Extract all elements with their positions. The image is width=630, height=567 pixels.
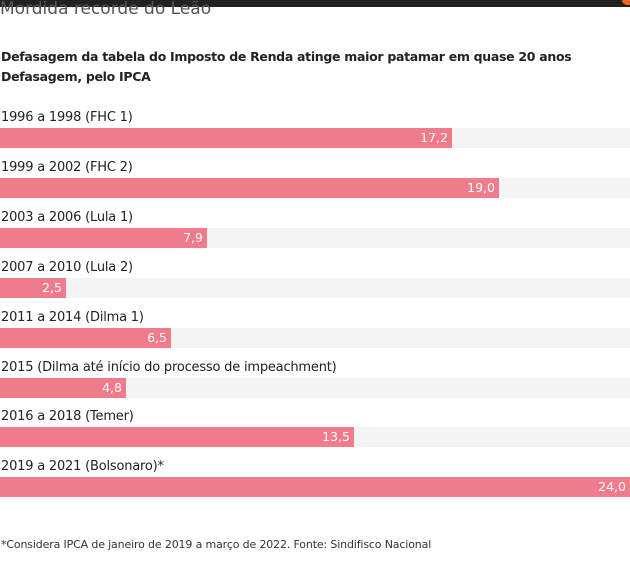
bar <box>0 427 354 448</box>
category-label: 2015 (Dilma até início do processo de im… <box>1 359 337 375</box>
category-label: 2019 a 2021 (Bolsonaro)* <box>1 459 164 475</box>
bar-value-label: 4,8 <box>102 379 122 395</box>
bar <box>0 377 126 398</box>
bar <box>0 477 630 498</box>
bar-row: 2019 a 2021 (Bolsonaro)* 24,0 <box>0 458 630 498</box>
chart-subtitle: Defasagem, pelo IPCA <box>1 69 151 84</box>
chart-footnote: *Considera IPCA de janeiro de 2019 a mar… <box>1 538 432 551</box>
bar-row: 2007 a 2010 (Lula 2) 2,5 <box>0 259 630 299</box>
bar-track: 7,9 <box>0 227 630 248</box>
bar-value-label: 19,0 <box>467 179 495 195</box>
top-bar <box>0 0 630 7</box>
chart-title: Defasagem da tabela do Imposto de Renda … <box>1 49 572 64</box>
chart-kicker: Mordida recorde do Leão <box>0 0 212 19</box>
accent-tab <box>622 0 630 5</box>
category-label: 2016 a 2018 (Temer) <box>1 409 134 425</box>
bar-value-label: 17,2 <box>420 130 448 145</box>
bar-track: 17,2 <box>0 128 630 148</box>
bar-value-label: 24,0 <box>598 479 626 495</box>
bar <box>0 177 499 198</box>
category-label: 2003 a 2006 (Lula 1) <box>1 209 133 225</box>
bar <box>0 327 171 348</box>
bar-row: 1996 a 1998 (FHC 1) 17,2 <box>0 109 630 149</box>
bar-track: 4,8 <box>0 377 630 398</box>
bar <box>0 227 207 248</box>
category-label: 1996 a 1998 (FHC 1) <box>1 110 133 125</box>
bar-row: 2015 (Dilma até início do processo de im… <box>0 359 630 399</box>
category-label: 2007 a 2010 (Lula 2) <box>1 259 133 275</box>
bar-track: 24,0 <box>0 477 630 498</box>
bar-value-label: 7,9 <box>183 229 203 245</box>
bar-track: 19,0 <box>0 177 630 198</box>
bar-value-label: 2,5 <box>42 279 62 295</box>
bar-value-label: 13,5 <box>322 429 350 445</box>
bar <box>0 277 66 298</box>
bar-track: 6,5 <box>0 327 630 348</box>
bar-value-label: 6,5 <box>147 329 167 345</box>
bar-row: 1999 a 2002 (FHC 2) 19,0 <box>0 159 630 199</box>
bar-row: 2011 a 2014 (Dilma 1) 6,5 <box>0 309 630 349</box>
bar <box>0 128 452 148</box>
bar-track: 13,5 <box>0 427 630 448</box>
category-label: 2011 a 2014 (Dilma 1) <box>1 309 144 325</box>
bar-row: 2003 a 2006 (Lula 1) 7,9 <box>0 209 630 249</box>
bar-row: 2016 a 2018 (Temer) 13,5 <box>0 408 630 448</box>
bar-track: 2,5 <box>0 277 630 298</box>
category-label: 1999 a 2002 (FHC 2) <box>1 159 133 175</box>
